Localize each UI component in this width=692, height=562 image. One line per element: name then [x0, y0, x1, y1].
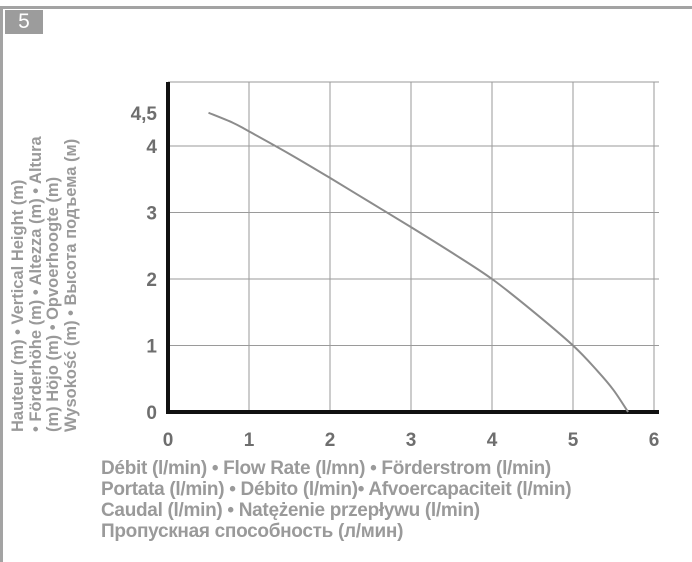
performance-curve [208, 111, 629, 413]
x-tick-label: 1 [244, 430, 255, 451]
x-axis-label-line: Portata (l/min) • Débito (l/min)• Afvoer… [101, 479, 572, 500]
y-tick-label: 1 [146, 337, 157, 358]
frame-left-border [0, 6, 3, 562]
chart-grid [168, 81, 659, 412]
x-tick-label: 6 [649, 430, 660, 451]
x-axis-label-line: Caudal (l/min) • Natężenie przepływu (l/… [101, 500, 480, 521]
y-tick-label: 2 [146, 270, 157, 291]
y-axis-label-line: Hauteur (m) • Vertical Height (m) [9, 179, 27, 432]
x-axis-label: Débit (l/min) • Flow Rate (l/mn) • Förde… [101, 458, 572, 542]
y-tick-labels: 0 1 2 3 4 4,5 [131, 104, 158, 424]
x-tick-label: 0 [163, 430, 174, 451]
x-axis-label-line: Débit (l/min) • Flow Rate (l/mn) • Förde… [101, 458, 551, 479]
y-tick-label: 3 [146, 204, 157, 225]
frame-top-border [0, 6, 692, 9]
x-tick-label: 2 [325, 430, 336, 451]
y-axis-label: Hauteur (m) • Vertical Height (m) • Förd… [9, 32, 80, 432]
y-axis-label-line: Wysokość (m) • Высота подъема (м) [61, 138, 80, 432]
x-tick-labels: 0 1 2 3 4 5 6 [163, 430, 660, 451]
chart-axes [166, 82, 659, 414]
y-axis-label-line: (m) Höjo (m) • Opvoerhoogte (m) [44, 176, 62, 432]
chart-series [208, 111, 629, 413]
y-tick-label: 4,5 [131, 104, 158, 125]
x-tick-label: 3 [406, 430, 417, 451]
x-tick-label: 5 [568, 430, 579, 451]
figure-number-badge: 5 [5, 10, 43, 34]
x-axis-label-line: Пропускная способность (л/мин) [101, 521, 404, 542]
y-tick-label: 4 [146, 137, 157, 158]
y-axis-label-line: • Förderhöhe (m) • Altezza (m) • Altura [26, 136, 45, 432]
x-tick-label: 4 [487, 430, 498, 451]
y-tick-label: 0 [146, 403, 157, 424]
